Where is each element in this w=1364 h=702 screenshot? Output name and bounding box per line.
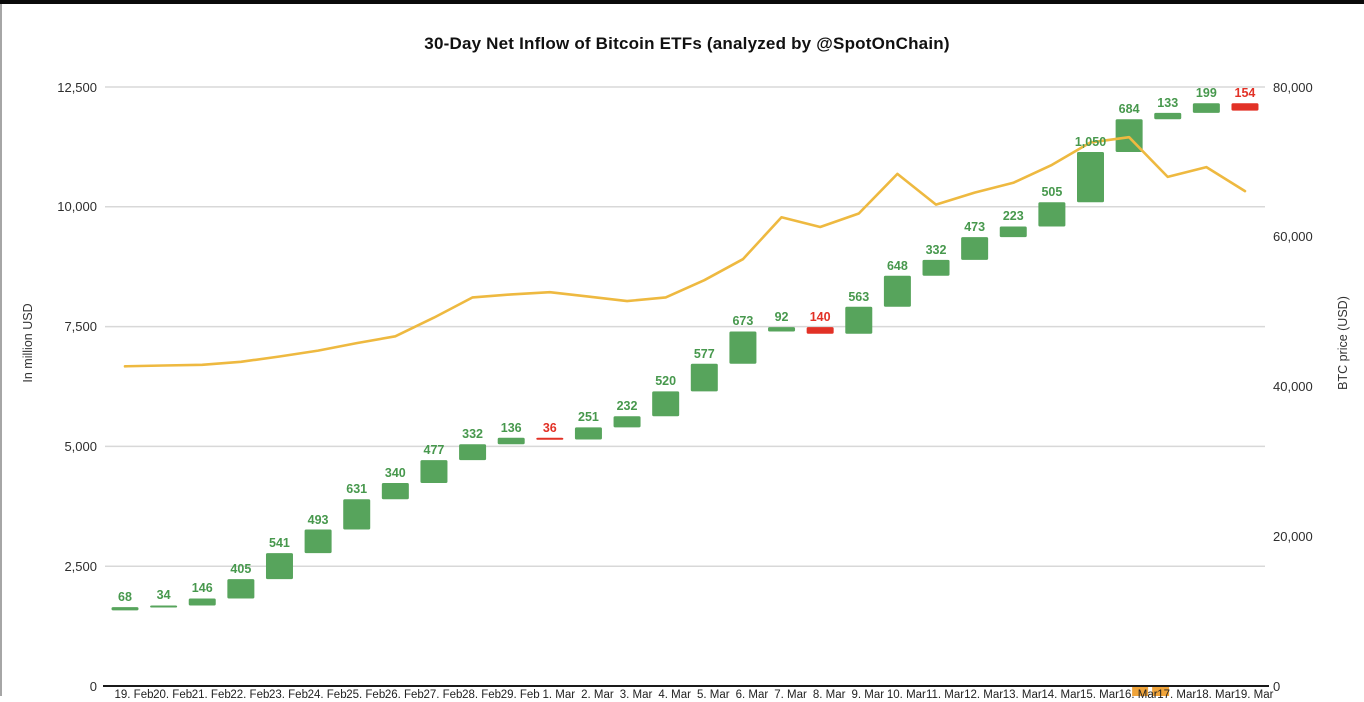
- waterfall-bar: [961, 237, 989, 260]
- bar-value-label: 493: [307, 512, 329, 527]
- bar-value-label: 199: [1195, 86, 1217, 101]
- x-label-highlight: [1152, 686, 1170, 696]
- bar-value-label: 673: [732, 314, 754, 329]
- y-axis-title-left: In million USD: [21, 303, 35, 383]
- y-right-tick-label: 60,000: [1273, 229, 1313, 245]
- window-top-border: [0, 0, 1364, 4]
- waterfall-bar: [420, 460, 448, 484]
- waterfall-bar: [227, 579, 255, 599]
- bar-value-label: 232: [616, 399, 638, 414]
- waterfall-bar: [1038, 202, 1066, 227]
- y-right-tick-label: 40,000: [1273, 379, 1313, 394]
- waterfall-bar: [304, 529, 332, 554]
- waterfall-bar: [381, 483, 409, 500]
- waterfall-bar: [1077, 151, 1104, 203]
- bar-value-label: 520: [655, 374, 677, 389]
- bar-value-label: 36: [542, 420, 557, 435]
- waterfall-bar: [806, 327, 834, 334]
- waterfall-bar: [1192, 103, 1220, 113]
- y-left-tick-label: 12,500: [57, 79, 97, 95]
- waterfall-bar: [265, 553, 293, 580]
- bar-value-label: 136: [500, 420, 522, 435]
- waterfall-bar: [768, 327, 796, 332]
- waterfall-bar: [574, 427, 602, 440]
- waterfall-bar: [497, 437, 525, 445]
- bar-value-label: 541: [269, 536, 290, 551]
- bar-value-label: 473: [964, 220, 986, 235]
- btc-price-line: [123, 135, 1247, 368]
- waterfall-bar: [150, 605, 178, 608]
- bar-value-label: 223: [1002, 209, 1024, 224]
- waterfall-bar: [729, 331, 757, 364]
- bar-value-label: 34: [156, 588, 171, 603]
- bar-value-label: 68: [118, 590, 132, 605]
- chart-title: 30-Day Net Inflow of Bitcoin ETFs (analy…: [424, 34, 950, 53]
- bar-value-label: 1,050: [1074, 134, 1107, 149]
- waterfall-bar: [922, 259, 950, 276]
- bar-value-label: 648: [886, 258, 908, 273]
- bar-value-label: 140: [809, 310, 831, 325]
- waterfall-bar: [343, 499, 371, 530]
- waterfall-bar: [690, 363, 718, 392]
- bar-value-label: 563: [848, 289, 870, 304]
- bar-value-label: 133: [1157, 95, 1179, 110]
- y-left-tick-label: 2,500: [64, 558, 97, 574]
- y-axis-title-right: BTC price (USD): [1336, 296, 1350, 390]
- waterfall-bar: [111, 607, 139, 611]
- bar-value-label: 340: [384, 466, 406, 480]
- y-right-tick-label: 80,000: [1273, 79, 1313, 95]
- waterfall-bar: [459, 444, 487, 461]
- bar-value-label: 684: [1118, 102, 1140, 117]
- bar-value-label: 146: [191, 581, 213, 596]
- waterfall-bar: [883, 275, 911, 307]
- bar-value-label: 332: [462, 427, 483, 442]
- bar-value-label: 405: [230, 562, 252, 577]
- bar-value-label: 154: [1234, 86, 1256, 101]
- y-left-tick-label: 7,500: [64, 319, 97, 335]
- bar-value-label: 251: [578, 410, 599, 425]
- bar-value-label: 505: [1041, 185, 1063, 200]
- bar-value-label: 477: [423, 443, 445, 458]
- waterfall-bar: [188, 598, 216, 606]
- waterfall-bar: [652, 391, 680, 417]
- bar-value-label: 631: [346, 482, 368, 497]
- y-right-tick-label: 0: [1273, 678, 1281, 694]
- bar-value-label: 577: [693, 346, 715, 361]
- bar-value-label: 332: [925, 242, 947, 257]
- bar-value-label: 92: [774, 310, 789, 325]
- y-right-tick-label: 20,000: [1273, 528, 1313, 544]
- y-left-tick-label: 0: [89, 678, 97, 694]
- waterfall-bar: [1154, 112, 1182, 120]
- y-left-tick-label: 5,000: [64, 438, 97, 454]
- x-label-highlight: [1132, 686, 1149, 696]
- waterfall-bar: [999, 226, 1027, 238]
- waterfall-bar: [1231, 103, 1259, 111]
- waterfall-bar: [613, 416, 641, 428]
- waterfall-bar: [845, 306, 873, 334]
- waterfall-bar: [536, 437, 564, 440]
- window-left-border: [0, 4, 2, 696]
- y-left-tick-label: 10,000: [57, 199, 97, 215]
